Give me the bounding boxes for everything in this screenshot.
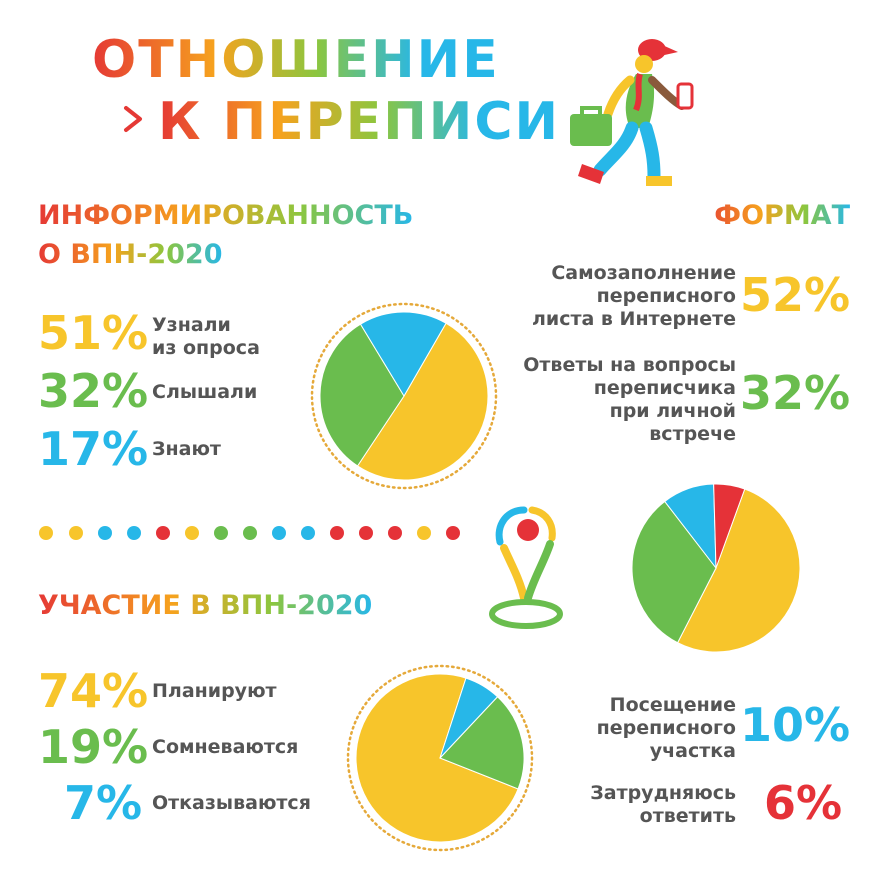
pie-dotted-ring: [622, 474, 810, 662]
format-label-2a: Ответы на вопросы: [523, 354, 736, 376]
dotted-arrow-icon: [38, 106, 142, 132]
awareness-label-3: Знают: [152, 438, 221, 460]
awareness-heading-line-2: О ВПН-2020: [38, 237, 222, 273]
pie-dotted-ring: [310, 302, 498, 490]
slice-heard-from-survey: [356, 322, 489, 481]
awareness-value-2: 32%: [38, 364, 149, 418]
slice-internet-self: [676, 488, 801, 653]
title-line-1: ОТНОШЕНИЕ: [92, 30, 500, 90]
format-label-4b: ответить: [639, 805, 736, 827]
pie-dotted-ring: [346, 664, 534, 852]
format-label-3a: Посещение: [609, 694, 736, 716]
format-value-2: 32%: [740, 366, 851, 420]
slice-know: [359, 311, 447, 397]
awareness-label-1b: из опроса: [152, 337, 260, 359]
participation-label-2: Сомневаются: [152, 736, 299, 758]
slice-interviewer: [631, 500, 717, 644]
format-label-3c: участка: [649, 740, 736, 762]
slice-refuse: [439, 677, 499, 759]
title-line-2: К ПЕРЕПИСИ: [158, 92, 561, 152]
format-label-1a: Самозаполнение: [551, 262, 736, 284]
slice-heard: [319, 323, 405, 467]
awareness-value-1: 51%: [38, 306, 149, 360]
participation-label-3: Отказываются: [152, 792, 311, 814]
participation-value-1: 74%: [38, 664, 149, 718]
awareness-label-1a: Узнали: [152, 314, 231, 336]
participation-value-3: 7%: [64, 776, 143, 830]
format-label-4a: Затрудняюсь: [590, 782, 736, 804]
slice-plan: [355, 673, 519, 843]
participation-heading: УЧАСТИЕ В ВПН-2020: [38, 588, 372, 624]
format-value-1: 52%: [740, 268, 851, 322]
awareness-heading-line-1: ИНФОРМИРОВАННОСТЬ: [38, 198, 413, 234]
participation-value-2: 19%: [38, 720, 149, 774]
walking-person-illustration: [570, 39, 694, 186]
participation-label-1: Планируют: [152, 680, 277, 702]
format-label-2d: встрече: [649, 423, 736, 445]
format-label-1b: переписного: [596, 285, 736, 307]
format-value-3: 10%: [740, 698, 851, 752]
format-label-2b: переписчика: [593, 377, 736, 399]
awareness-pie-chart: [310, 302, 498, 490]
format-pie-chart: [622, 474, 810, 662]
location-pin-icon: [489, 506, 563, 629]
format-label-3b: переписного: [596, 717, 736, 739]
format-label-2c: при личной: [609, 400, 736, 422]
slice-doubt: [439, 696, 525, 790]
format-heading: ФОРМАТ: [700, 198, 850, 234]
participation-pie-chart: [346, 664, 534, 852]
format-label-1c: листа в Интернете: [531, 308, 736, 330]
awareness-value-3: 17%: [38, 422, 149, 476]
format-value-4: 6%: [764, 776, 843, 830]
slice-undecided: [713, 483, 746, 569]
awareness-label-2: Слышали: [152, 381, 258, 403]
